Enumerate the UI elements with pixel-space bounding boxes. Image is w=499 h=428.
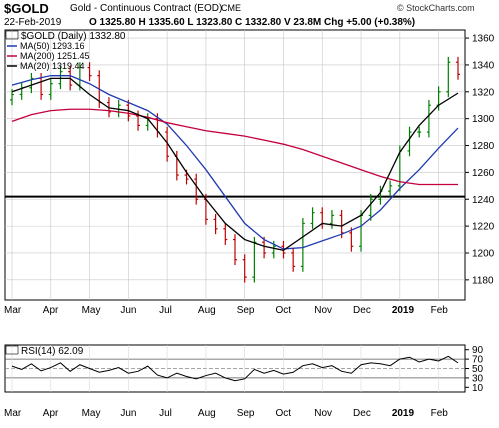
rsi-x-tick-label: Jul: [159, 408, 172, 419]
price-tick-label: 1260: [472, 168, 495, 179]
rsi-legend-swatch: [5, 345, 19, 355]
price-tick-label: 1200: [472, 248, 495, 259]
ma200-line: [11, 108, 458, 186]
rsi-x-tick-label: Feb: [431, 408, 449, 419]
legend-label: MA(200) 1251.45: [20, 51, 90, 61]
price-x-tick-label: Dec: [353, 305, 371, 316]
price-legend-title: $GOLD (Daily) 1332.80: [21, 31, 126, 42]
legend-label: MA(20) 1319.44: [20, 61, 85, 71]
price-tick-label: 1220: [472, 222, 495, 233]
price-x-tick-label: Sep: [237, 305, 255, 316]
price-x-tick-label: 2019: [392, 305, 415, 316]
price-x-tick-label: May: [82, 305, 101, 316]
rsi-tick-label: 70: [472, 355, 484, 366]
price-x-tick-label: Jul: [159, 305, 172, 316]
ma50-line: [11, 75, 459, 250]
rsi-x-tick-label: Sep: [237, 408, 255, 419]
price-x-tick-label: Mar: [4, 305, 22, 316]
symbol-title: $GOLD: [4, 1, 49, 16]
copyright-link[interactable]: © StockCharts.com: [397, 3, 475, 13]
rsi-x-tick-label: Aug: [198, 408, 216, 419]
rsi-x-tick-label: 2019: [392, 408, 415, 419]
quote-values: O 1325.80 H 1335.60 L 1323.80 C 1332.80 …: [89, 17, 416, 28]
rsi-x-tick-label: Jun: [120, 408, 136, 419]
exchange-label: CME: [221, 3, 241, 13]
price-tick-label: 1240: [472, 195, 495, 206]
price-x-tick-label: Aug: [198, 305, 216, 316]
rsi-x-tick-label: Nov: [314, 408, 332, 419]
legend-label: MA(50) 1293.16: [20, 41, 85, 51]
rsi-line: [11, 355, 459, 382]
rsi-x-tick-label: May: [82, 408, 101, 419]
rsi-x-tick-label: Oct: [275, 408, 291, 419]
price-x-tick-label: Oct: [275, 305, 291, 316]
price-tick-label: 1180: [472, 275, 494, 286]
instrument-description: Gold - Continuous Contract (EOD): [70, 3, 223, 14]
rsi-x-tick-label: Dec: [353, 408, 371, 419]
price-tick-label: 1300: [472, 114, 495, 125]
price-tick-label: 1280: [472, 141, 495, 152]
price-x-tick-label: Nov: [314, 305, 332, 316]
price-tick-label: 1320: [472, 87, 495, 98]
rsi-tick-label: 50: [472, 364, 484, 375]
rsi-tick-label: 90: [472, 345, 484, 356]
price-tick-label: 1360: [472, 34, 495, 45]
ma20-line: [11, 77, 459, 251]
legend-ohlc-swatch: [5, 30, 19, 40]
quote-date: 22-Feb-2019: [4, 17, 62, 28]
rsi-legend-title: RSI(14) 62.09: [21, 346, 84, 357]
price-x-tick-label: Feb: [431, 305, 449, 316]
price-tick-label: 1340: [472, 60, 495, 71]
price-x-tick-label: Apr: [43, 305, 59, 316]
rsi-x-tick-label: Mar: [4, 408, 22, 419]
price-x-tick-label: Jun: [120, 305, 136, 316]
rsi-tick-label: 10: [472, 383, 484, 394]
rsi-x-tick-label: Apr: [43, 408, 59, 419]
rsi-tick-label: 30: [472, 373, 484, 384]
